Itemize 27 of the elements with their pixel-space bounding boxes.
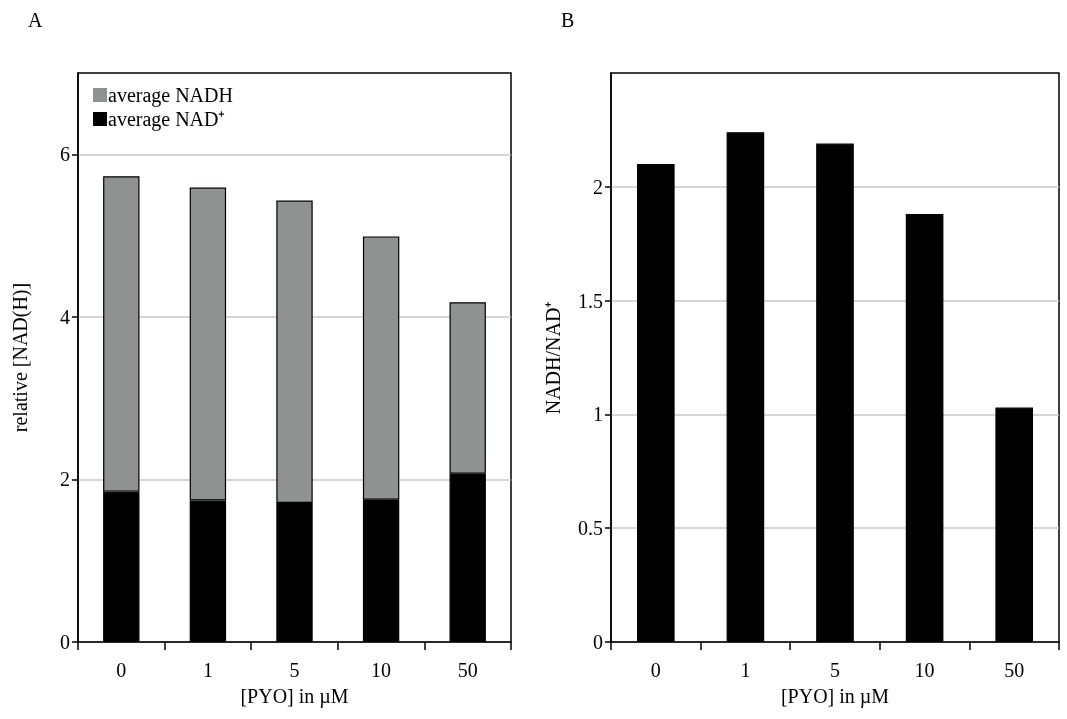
y-tick-label: 0.5	[578, 517, 603, 540]
x-tick-label: 1	[202, 659, 213, 681]
y-axis-title: relative [NAD(H)]	[9, 282, 32, 433]
text: B	[561, 9, 575, 31]
legend-label: average NADH	[108, 84, 233, 107]
x-tick-label: 1	[740, 659, 751, 681]
y-tick-label: 1	[593, 403, 603, 426]
x-tick-label: 50	[1004, 659, 1025, 681]
y-axis-title: NADH/NAD⁺	[542, 300, 564, 415]
x-axis-title: [PYO] in µM	[240, 685, 349, 708]
x-tick-label: 50	[457, 659, 478, 681]
x-tick-label: 10	[371, 659, 392, 681]
x-tick-label: 0	[116, 659, 127, 681]
y-tick-label: 0	[593, 631, 603, 653]
x-tick-label: 0	[650, 659, 661, 681]
y-tick-label: 1.5	[578, 289, 603, 312]
x-tick-label: 5	[830, 659, 840, 681]
y-tick-label: 2	[593, 175, 603, 198]
x-tick-label: 10	[914, 659, 935, 681]
y-tick-label: 0	[60, 631, 70, 653]
text: A	[28, 9, 43, 31]
y-tick-label: 4	[60, 305, 70, 328]
x-tick-label: 5	[289, 659, 300, 681]
y-tick-label: 2	[60, 468, 70, 491]
y-tick-label: 6	[60, 143, 70, 166]
legend-label: average NAD⁺	[108, 108, 226, 131]
x-axis-title: [PYO] in µM	[780, 685, 890, 708]
